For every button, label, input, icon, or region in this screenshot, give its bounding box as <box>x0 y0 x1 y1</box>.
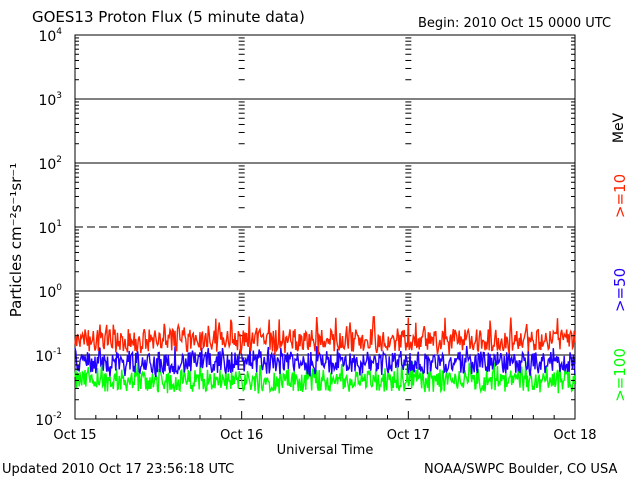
y-axis-ticks: 10-2 10-1 100 101 102 103 104 <box>35 27 575 429</box>
legend-entry: >=10 <box>611 174 629 218</box>
y-tick-label: 104 <box>38 27 62 45</box>
updated-timestamp: Updated 2010 Oct 17 23:56:18 UTC <box>2 462 234 477</box>
chart-title: GOES13 Proton Flux (5 minute data) <box>32 8 305 26</box>
credit-line: NOAA/SWPC Boulder, CO USA <box>424 462 617 477</box>
series-line-ge50 <box>74 345 576 378</box>
x-axis-label: Universal Time <box>277 443 374 458</box>
legend-unit-mev: MeV <box>611 112 627 143</box>
y-tick-label: 103 <box>38 91 62 109</box>
y-tick-label: 10-2 <box>35 411 62 429</box>
x-tick-label: Oct 16 <box>220 428 263 443</box>
legend-entry: >=50 <box>611 268 629 312</box>
y-tick-label: 101 <box>38 219 62 237</box>
x-tick-label: Oct 17 <box>387 428 430 443</box>
x-tick-label: Oct 15 <box>53 428 96 443</box>
begin-time: Begin: 2010 Oct 15 0000 UTC <box>418 16 611 31</box>
y-tick-label: 100 <box>38 283 62 301</box>
y-tick-label: 10-1 <box>35 347 62 365</box>
series-line-ge10 <box>74 316 576 356</box>
legend: >=10 >=50 >=100 <box>611 174 629 402</box>
legend-entry: >=100 <box>611 348 629 402</box>
x-tick-label: Oct 18 <box>553 428 596 443</box>
y-axis-label: Particles cm⁻²s⁻¹sr⁻¹ <box>7 163 25 317</box>
x-axis-ticks: Oct 15 Oct 16 Oct 17 Oct 18 <box>53 411 597 443</box>
y-tick-label: 102 <box>38 155 62 173</box>
series-line-ge100 <box>74 361 576 394</box>
data-series <box>74 316 576 394</box>
